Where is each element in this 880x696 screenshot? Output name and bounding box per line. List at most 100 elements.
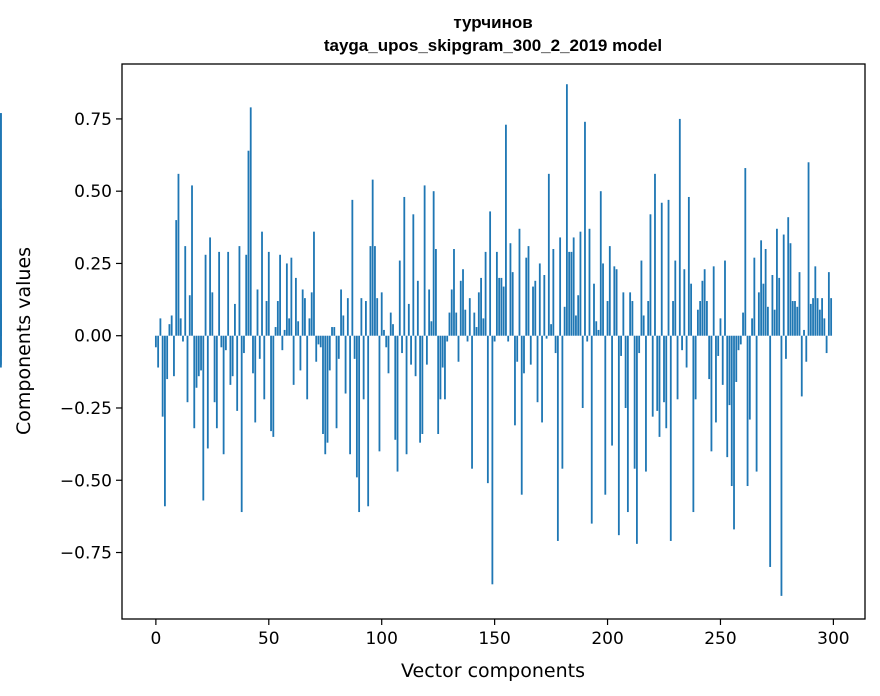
bar-221 [654, 173, 656, 336]
bar-53 [274, 327, 277, 336]
bar-214 [638, 335, 641, 354]
bar-40 [245, 254, 248, 336]
bar-79 [333, 327, 336, 336]
y-tick-label-4: 0.25 [74, 254, 112, 274]
bar-87 [351, 199, 354, 336]
bar-142 [475, 327, 478, 336]
bar-254 [728, 335, 731, 406]
bar-160 [516, 335, 519, 362]
bar-218 [647, 301, 650, 336]
bar-257 [735, 335, 738, 382]
bar-250 [719, 318, 722, 336]
bar-207 [622, 292, 625, 336]
bar-33 [229, 335, 232, 385]
bar-105 [392, 324, 394, 336]
bar-3 [161, 335, 164, 417]
bar-261 [744, 168, 747, 336]
bar-224 [660, 202, 663, 336]
bar-108 [398, 260, 401, 336]
bar-213 [636, 335, 638, 544]
bar-242 [701, 280, 704, 336]
bar-251 [721, 335, 724, 385]
bar-232 [678, 118, 681, 336]
bar-65 [301, 289, 304, 336]
plot-frame [121, 63, 866, 620]
bar-226 [665, 335, 668, 429]
bar-258 [737, 335, 740, 351]
bar-210 [629, 292, 632, 336]
bar-135 [459, 280, 462, 336]
bar-134 [457, 335, 460, 362]
bar-248 [715, 335, 717, 423]
bar-280 [787, 217, 790, 336]
bar-150 [493, 335, 496, 342]
bar-140 [471, 335, 473, 469]
y-tick-label-2: −0.25 [60, 399, 112, 419]
bar-74 [322, 335, 324, 434]
bar-12 [182, 335, 184, 342]
bar-200 [606, 301, 609, 336]
bar-196 [597, 329, 600, 336]
bar-71 [315, 335, 318, 362]
bar-201 [608, 246, 611, 336]
bar-118 [421, 335, 424, 434]
bar-153 [500, 277, 503, 336]
bar-230 [674, 260, 677, 336]
bar-63 [297, 321, 300, 336]
bar-175 [550, 324, 552, 336]
bar-36 [236, 335, 239, 411]
bar-185 [572, 237, 575, 336]
bar-299 [830, 298, 833, 336]
bar-279 [785, 335, 787, 359]
bar-268 [760, 240, 763, 336]
x-tick-label-300: 300 [817, 629, 849, 649]
bar-88 [353, 335, 356, 359]
bar-282 [791, 301, 794, 336]
bar-16 [191, 185, 193, 336]
bar-253 [726, 335, 729, 458]
bar-93 [365, 301, 367, 336]
bar-288 [805, 335, 808, 362]
bar-223 [658, 335, 661, 437]
bar-138 [466, 335, 469, 342]
bar-27 [215, 335, 218, 429]
bar-37 [238, 246, 241, 336]
bar-80 [335, 335, 338, 429]
bar-215 [640, 260, 643, 336]
bar-202 [611, 335, 613, 446]
bar-41 [247, 150, 250, 336]
bar-54 [276, 301, 279, 336]
bar-76 [326, 335, 329, 443]
bar-67 [306, 335, 309, 400]
bar-197 [599, 191, 602, 336]
y-tick-label-1: −0.50 [60, 471, 112, 491]
bar-244 [706, 301, 708, 336]
bar-249 [717, 335, 720, 356]
bar-114 [412, 214, 415, 336]
bar-255 [730, 335, 733, 487]
bar-89 [355, 335, 358, 478]
bar-32 [227, 251, 230, 336]
bar-212 [633, 335, 636, 469]
bar-297 [825, 335, 828, 354]
bar-68 [308, 318, 311, 336]
bar-14 [186, 335, 189, 403]
bar-237 [690, 283, 693, 336]
bar-205 [617, 335, 620, 536]
bar-272 [769, 335, 772, 567]
bar-43 [252, 335, 254, 374]
bar-235 [685, 335, 688, 368]
bar-125 [437, 335, 440, 434]
bar-62 [294, 277, 297, 336]
y-tick-label-6: 0.75 [74, 110, 112, 130]
bar-39 [243, 335, 245, 354]
bar-6 [168, 324, 171, 336]
bar-72 [317, 335, 320, 345]
bar-25 [211, 292, 214, 336]
bar-129 [446, 335, 449, 342]
bar-294 [818, 309, 821, 336]
bar-112 [407, 303, 410, 336]
bar-264 [751, 318, 753, 336]
bar-246 [710, 335, 713, 452]
bar-260 [742, 312, 744, 336]
